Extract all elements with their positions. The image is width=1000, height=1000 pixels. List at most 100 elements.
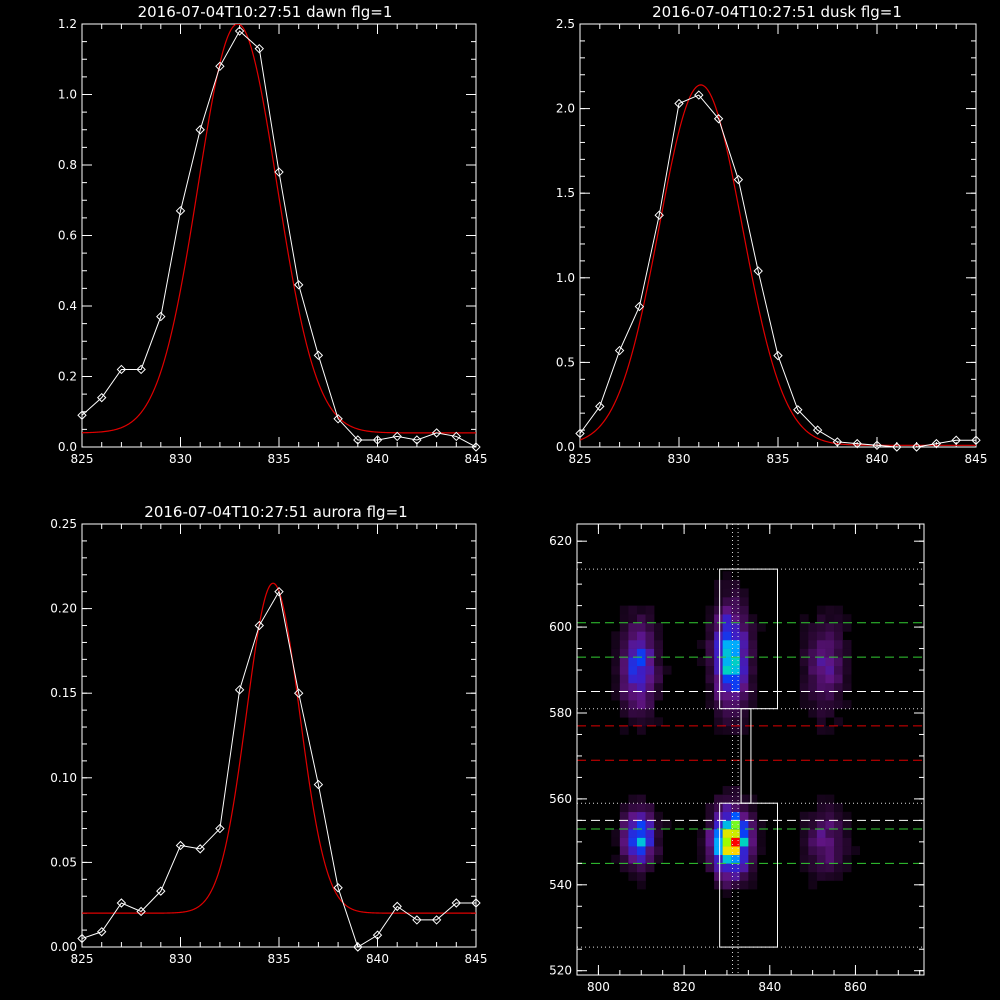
heatmap-cell (799, 648, 809, 658)
dusk-x-tick-label: 825 (569, 452, 592, 466)
heatmap-cell (722, 691, 732, 701)
heatmap-cell (628, 700, 638, 709)
heatmap-cell (748, 657, 758, 667)
heatmap-cell (748, 863, 758, 873)
heatmap-cell (808, 700, 818, 709)
heatmap-cell (799, 837, 809, 847)
dawn-data-point (116, 364, 127, 375)
heatmap-cell (816, 622, 826, 632)
dusk-data-point (892, 442, 902, 452)
heatmap-cell (645, 639, 655, 649)
heatmap-cell (619, 837, 629, 847)
heatmap-cell (731, 717, 741, 727)
heatmap-cell (611, 648, 621, 658)
heatmap-cell (645, 631, 655, 641)
aurora-data-point (234, 685, 245, 695)
heatmap-cell (619, 622, 629, 632)
heatmap-cell (808, 846, 818, 856)
heatmap-cell (756, 828, 766, 838)
dusk-data-point (971, 435, 981, 445)
aurora-data-point (372, 930, 383, 940)
heatmap-cell (825, 828, 835, 838)
heatmap-cell (739, 597, 749, 606)
heatmap-cell (808, 665, 818, 675)
heatmap-cell (825, 639, 835, 649)
heatmap-cell (748, 648, 758, 658)
heatmap-cell (842, 657, 852, 667)
heatmap-cell (628, 794, 638, 804)
heatmap-cell (834, 811, 843, 821)
heatmap-cell (705, 691, 715, 701)
image-panel: 800 820 840 860 520 540 560 580 600 620 (549, 523, 925, 994)
heatmap-cell (842, 837, 852, 847)
dusk-data-point (713, 114, 724, 124)
heatmap-cell (731, 837, 741, 847)
heatmap-cell (816, 665, 826, 675)
heatmap-cell (696, 639, 706, 649)
heatmap-cell (705, 622, 715, 632)
heatmap-cell (714, 682, 723, 692)
heatmap-cell (654, 665, 663, 675)
dawn-data-line (82, 30, 476, 447)
aurora-data-point (116, 898, 127, 908)
heatmap-cell (705, 631, 715, 641)
heatmap-cell (722, 614, 732, 624)
dawn-plot-frame (81, 23, 477, 448)
heatmap-cell (799, 682, 809, 692)
heatmap-cell (636, 820, 646, 830)
heatmap-cell (731, 605, 741, 615)
heatmap-cell (714, 837, 723, 847)
heatmap-cell (825, 614, 835, 624)
heatmap-cell (825, 648, 835, 658)
heatmap-cell (739, 871, 749, 881)
heatmap-cell (739, 828, 749, 838)
heatmap-cell (799, 631, 809, 641)
dusk-y-tick-label: 0.0 (556, 440, 575, 454)
heatmap-cell (714, 880, 723, 890)
heatmap-cell (739, 725, 749, 735)
heatmap-cell (816, 811, 826, 821)
heatmap-cell (834, 803, 843, 813)
heatmap-cell (756, 846, 766, 856)
heatmap-cell (628, 639, 638, 649)
heatmap-cell (739, 794, 749, 804)
heatmap-cells (611, 571, 861, 898)
heatmap-cell (722, 588, 732, 598)
heatmap-cell (842, 700, 852, 709)
heatmap-cell (714, 674, 723, 684)
aurora-x-tick-label: 835 (268, 952, 291, 966)
heatmap-cell (722, 863, 732, 873)
dawn-x-tick-label: 830 (169, 452, 192, 466)
heatmap-cell (799, 811, 809, 821)
heatmap-cell (611, 854, 621, 864)
heatmap-cell (705, 682, 715, 692)
dawn-x-tick-label: 845 (465, 452, 488, 466)
heatmap-cell (842, 622, 852, 632)
heatmap-cell (645, 674, 655, 684)
heatmap-cell (628, 820, 638, 830)
heatmap-cell (722, 682, 732, 692)
heatmap-cell (842, 614, 852, 624)
heatmap-cell (619, 828, 629, 838)
heatmap-cell (645, 691, 655, 701)
heatmap-cell (834, 837, 843, 847)
heatmap-cell (808, 674, 818, 684)
dusk-data-line (580, 94, 976, 447)
heatmap-cell (636, 674, 646, 684)
dusk-data-point (832, 437, 843, 447)
heatmap-x-tick-label: 820 (673, 980, 696, 994)
heatmap-cell (739, 622, 749, 632)
heatmap-cell (636, 828, 646, 838)
heatmap-cell (714, 803, 723, 813)
aurora-data-line (82, 590, 476, 947)
aurora-x-tick-label: 845 (465, 952, 488, 966)
heatmap-cell (748, 837, 758, 847)
dusk-data-point (674, 98, 684, 109)
heatmap-cell (739, 588, 749, 598)
heatmap-cell (748, 665, 758, 675)
heatmap-cell (705, 803, 715, 813)
aurora-data-point (254, 620, 265, 631)
heatmap-cell (816, 691, 826, 701)
heatmap-cell (842, 639, 852, 649)
heatmap-cell (731, 622, 741, 632)
